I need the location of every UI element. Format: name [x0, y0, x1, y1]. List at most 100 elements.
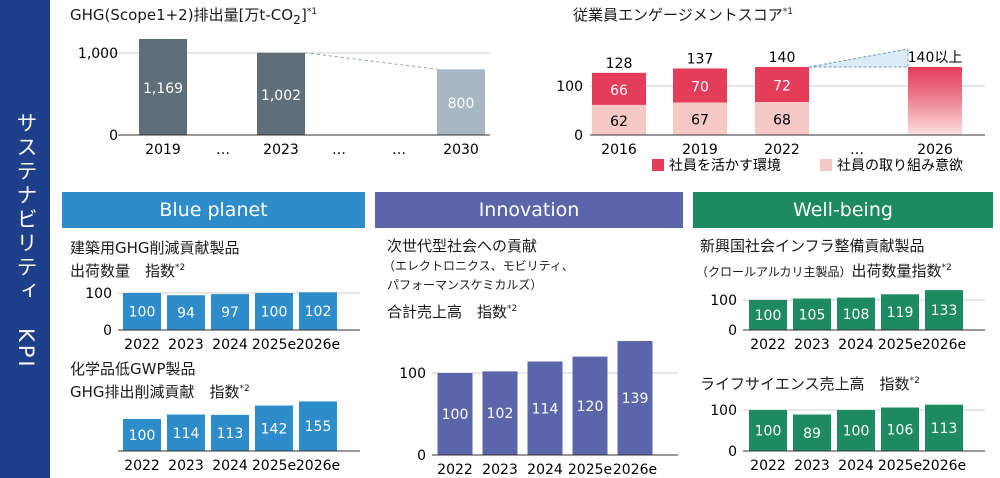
wb2-data-label: 100: [755, 424, 782, 440]
bp1-data-label: 100: [261, 305, 288, 321]
bp2-category-label: 2022: [124, 458, 160, 474]
legend-swatch-environment: [652, 159, 664, 171]
bp1-data-label: 102: [305, 304, 332, 320]
wb1-bar: [881, 294, 919, 330]
bp2-bar: [255, 405, 293, 451]
ghg-category-label: …: [332, 142, 346, 158]
ghg-category-label: 2019: [145, 142, 181, 158]
engagement-data-label: 68: [773, 112, 791, 128]
wb2-ytick-label: 100: [710, 403, 737, 419]
wb1-data-label: 108: [843, 307, 870, 323]
innovation-bar: [437, 373, 473, 455]
wb1-category-label: 2023: [794, 337, 830, 353]
wb2-data-label: 89: [803, 426, 821, 442]
engagement-data-label: 62: [610, 114, 628, 130]
bp2-category-label: 2023: [168, 458, 204, 474]
innovation-data-label: 100: [442, 407, 469, 423]
bp2-data-label: 114: [173, 426, 200, 442]
bp2-data-label: 113: [217, 426, 244, 442]
wb2-bar: [793, 414, 831, 451]
engagement-category-label: 2026: [917, 142, 953, 158]
wb1-category-label: 2024: [838, 337, 874, 353]
wb2-category-label: 2022: [750, 458, 786, 474]
innovation-bar: [617, 341, 653, 455]
innovation-data-label: 114: [532, 401, 559, 417]
engagement-data-label: 70: [691, 79, 709, 95]
ghg-category-label: 2023: [263, 142, 299, 158]
engagement-bar-environment: [755, 67, 809, 102]
engagement-data-label: 66: [610, 83, 628, 99]
engagement-total-label: 140: [769, 50, 796, 66]
blue-planet-header: Blue planet: [62, 192, 365, 228]
innovation-ytick-label: 100: [399, 366, 426, 382]
bp1-ytick-label: 0: [103, 323, 112, 339]
wb2-category-label: 2023: [794, 458, 830, 474]
engagement-bar-target: [908, 67, 962, 135]
engagement-total-label: 140以上: [908, 50, 963, 66]
wb2-bar: [837, 410, 875, 451]
engagement-data-label: 72: [773, 78, 791, 94]
innovation-title-line3: パフォーマンスケミカルズ）: [387, 278, 543, 292]
bp2-bar: [211, 414, 249, 451]
innovation-bar: [527, 361, 563, 455]
wb2-bar: [749, 410, 787, 451]
innovation-category-label: 2022: [437, 462, 473, 478]
bp1-data-label: 97: [221, 305, 239, 321]
wb1-category-label: 2022: [750, 337, 786, 353]
engagement-chart-title: 従業員エンゲージメントスコア*1: [573, 6, 793, 24]
engagement-total-label: 128: [606, 56, 633, 72]
innovation-category-label: 2024: [527, 462, 563, 478]
engagement-bar-motivation: [673, 102, 727, 135]
wb2-category-label: 2024: [838, 458, 874, 474]
bp1-category-label: 2025e: [252, 337, 296, 353]
ghg-bar: [257, 52, 305, 135]
innovation-category-label: 2025e: [568, 462, 612, 478]
wb2-bar: [925, 404, 963, 451]
innovation-data-label: 102: [487, 406, 514, 422]
well-being-header: Well-being: [693, 192, 993, 228]
wb2-data-label: 100: [843, 424, 870, 440]
engagement-total-label: 137: [687, 51, 714, 67]
engagement-bar-motivation: [592, 104, 646, 135]
bp1-data-label: 100: [129, 305, 156, 321]
wb2-data-label: 106: [887, 422, 914, 438]
innovation-ytick-label: 0: [417, 448, 426, 464]
wb1-data-label: 100: [755, 308, 782, 324]
bp2-data-label: 142: [261, 421, 288, 437]
innovation-data-label: 120: [577, 399, 604, 415]
wb1-bar: [837, 297, 875, 330]
bp1-bar: [299, 292, 337, 330]
engagement-category-label: 2016: [601, 142, 637, 158]
wb1-ytick-label: 0: [728, 323, 737, 339]
ghg-data-label: 1,002: [261, 88, 301, 104]
wb2-category-label: 2025e: [878, 458, 922, 474]
bp2-category-label: 2026e: [296, 458, 340, 474]
wb1-data-label: 119: [887, 305, 914, 321]
bp1-bar: [123, 293, 161, 330]
ghg-ytick-label: 0: [109, 128, 118, 144]
wb2-ytick-label: 0: [728, 444, 737, 460]
ghg-ytick-label: 1,000: [78, 46, 118, 62]
ghg-bar: [437, 69, 485, 135]
innovation-category-label: 2026e: [613, 462, 657, 478]
bp2-title-line1: 化学品低GWP製品: [70, 360, 196, 378]
innovation-bar: [572, 356, 608, 455]
bp1-bar: [211, 294, 249, 330]
bp2-category-label: 2025e: [252, 458, 296, 474]
bp2-bar: [123, 419, 161, 451]
engagement-category-label: 2022: [764, 142, 800, 158]
ghg-category-label: …: [216, 142, 230, 158]
innovation-title-line2: （エレクトロニクス、モビリティ、: [383, 259, 574, 273]
innovation-bar: [482, 371, 518, 455]
engagement-data-label: 67: [691, 113, 709, 129]
bp1-category-label: 2026e: [296, 337, 340, 353]
bp2-bar: [167, 414, 205, 451]
engagement-bar-motivation: [755, 101, 809, 135]
wb2-bar: [881, 407, 919, 451]
wb1-ytick-label: 100: [710, 293, 737, 309]
engagement-category-label: 2019: [682, 142, 718, 158]
bp1-title-line1: 建築用GHG削減貢献製品: [70, 239, 240, 257]
wb1-category-label: 2025e: [878, 337, 922, 353]
bp1-category-label: 2022: [124, 337, 160, 353]
